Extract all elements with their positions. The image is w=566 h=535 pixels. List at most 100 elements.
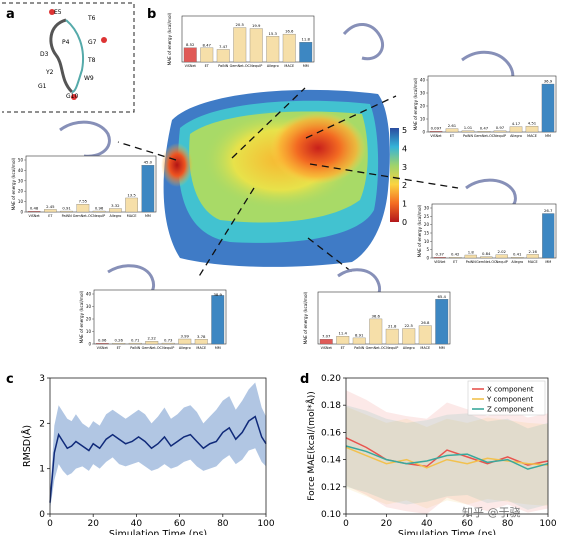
bar-value-label: 1.01 <box>464 125 473 130</box>
inset-ytick-label: 10 <box>420 117 426 122</box>
bar-gemnet-oc <box>477 131 491 133</box>
inset-ytick-label: 30 <box>86 304 92 309</box>
oxygen-atom <box>49 9 55 15</box>
bar-category-label: NequIP <box>386 346 398 350</box>
bar-nequip <box>385 328 399 345</box>
colorbar-tick-label: 5 <box>402 126 407 135</box>
bar-category-label: MACE <box>528 260 538 264</box>
bar-allegro <box>178 338 192 345</box>
residue-label: T6 <box>87 15 96 22</box>
xtick-label: 100 <box>257 519 274 529</box>
bar-category-label: MACE <box>420 346 430 350</box>
panel-c-rmsd-plot: 0 20 40 60 80 100 0 1 2 3 Simulation Time (ps) RMSD… <box>21 374 275 535</box>
colorbar <box>390 128 399 222</box>
bar-visnet <box>95 343 109 345</box>
bar-painn <box>464 254 477 259</box>
bar-category-label: ViSNet <box>430 134 442 138</box>
panel-b-density: 5 4 3 2 1 0 <box>161 89 407 267</box>
leader-line <box>231 87 306 159</box>
inset-ytick-label: 10 <box>18 199 24 204</box>
leader-line <box>309 163 459 189</box>
bar-visnet <box>319 339 333 345</box>
bar-category-label: ET <box>341 346 346 350</box>
ytick-label: 0.20 <box>321 374 341 384</box>
ytick-label: 0.18 <box>321 401 341 411</box>
bar-nequip <box>495 254 508 259</box>
ytick-label: 2 <box>39 419 45 429</box>
bar-category-label: PaiNN <box>62 214 72 218</box>
leader-line <box>307 237 353 273</box>
ytick-label: 0.12 <box>321 483 341 493</box>
inset-ytick-label: 40 <box>18 168 24 173</box>
inset-ylabel: MAE of energy (kcal/mol) <box>167 12 172 65</box>
inset-ylabel: MAE of energy (kcal/mol) <box>413 77 418 130</box>
bar-category-label: MACE <box>284 64 294 68</box>
bar-value-label: 0.48 <box>30 206 39 211</box>
bar-value-label: 7.07 <box>322 334 331 339</box>
bar-value-label: 0.96 <box>95 206 104 211</box>
bar-mace <box>526 254 539 259</box>
panel-letter-b: b <box>147 7 156 22</box>
inset-ylabel: MAE of energy (kcal/mol) <box>11 157 16 210</box>
panel-letter-d: d <box>300 372 309 387</box>
bar-value-label: 11.4 <box>339 331 348 336</box>
bar-category-label: GemNet-OC <box>73 214 94 218</box>
xtick-label: 60 <box>461 519 473 529</box>
residue-labels: E5 T6 P4 G7 D3 T8 Y2 W9 G1 G10 <box>38 9 97 100</box>
bar-value-label: 0.47 <box>480 126 489 131</box>
density-hot-spot-left <box>161 143 193 187</box>
bar-category-label: NequIP <box>93 214 105 218</box>
bar-value-label: 0.42 <box>451 252 460 257</box>
bar-mm <box>299 42 313 63</box>
legend-label: X component <box>487 386 534 394</box>
bar-value-label: 7.47 <box>219 44 228 49</box>
bar-value-label: 36.9 <box>544 79 553 84</box>
bar-value-label: 19.9 <box>252 23 261 28</box>
bar-value-label: 8.91 <box>355 332 364 337</box>
xtick-label: 20 <box>87 519 99 529</box>
inset-ytick-label: 15 <box>424 231 430 236</box>
bar-category-label: ViSNet <box>97 346 109 350</box>
bar-category-label: NequIP <box>494 134 506 138</box>
bar-inset-b-bottom-left: 0.06 ViSNet 0.26 ET 0.71 PaiNN 2.22 GemNet-OC0.… <box>79 289 227 350</box>
bar-category-label: MACE <box>196 346 206 350</box>
bar-visnet <box>433 257 446 259</box>
inset-ytick-label: 30 <box>420 91 426 96</box>
bar-painn <box>461 130 475 133</box>
bar-value-label: 26.8 <box>421 320 430 325</box>
bar-et <box>112 343 126 345</box>
bar-value-label: 2.22 <box>148 336 157 341</box>
bar-value-label: 3.99 <box>181 334 190 339</box>
residue-label: T8 <box>87 57 96 64</box>
bar-value-label: 7.55 <box>79 199 88 204</box>
bar-category-label: Allegro <box>109 214 121 218</box>
bar-et <box>336 336 350 345</box>
bar-et <box>44 209 57 213</box>
bar-value-label: 0.71 <box>131 338 140 343</box>
inset-ytick-label: 0 <box>20 210 23 215</box>
density-hot-spot-right <box>270 112 366 184</box>
bar-inset-b-left: 0.48 ViSNet 2.45 ET 0.91 PaiNN 7.55 GemNet-OC0.… <box>11 155 157 218</box>
xtick-label: 40 <box>421 519 433 529</box>
bar-value-label: 65.4 <box>438 294 447 299</box>
bar-value-label: 0.41 <box>513 252 522 257</box>
inset-ytick-label: 40 <box>420 78 426 83</box>
inset-ylabel: MAE of energy (kcal/mol) <box>303 291 308 344</box>
colorbar-tick-labels: 5 4 3 2 1 0 <box>402 126 407 227</box>
leader-lines <box>117 87 459 279</box>
residue-label: G7 <box>88 39 97 46</box>
inset-ytick-label: 50 <box>18 158 24 163</box>
legend-label: Y component <box>486 396 533 404</box>
bar-et <box>445 128 459 133</box>
ytick-label: 0.16 <box>321 428 341 438</box>
bar-value-label: 2.02 <box>498 249 507 254</box>
bar-category-label: ET <box>205 64 210 68</box>
bar-category-label: MM <box>215 346 221 350</box>
inset-ylabel: MAE of energy (kcal/mol) <box>79 290 84 343</box>
colorbar-tick-label: 2 <box>402 181 407 190</box>
bar-gemnet-oc <box>233 27 247 63</box>
series-line <box>345 445 549 470</box>
bar-value-label: 45.0 <box>144 160 153 165</box>
bar-value-label: 2.61 <box>448 123 457 128</box>
inset-ylabel: MAE of energy (kcal/mol) <box>417 204 422 257</box>
